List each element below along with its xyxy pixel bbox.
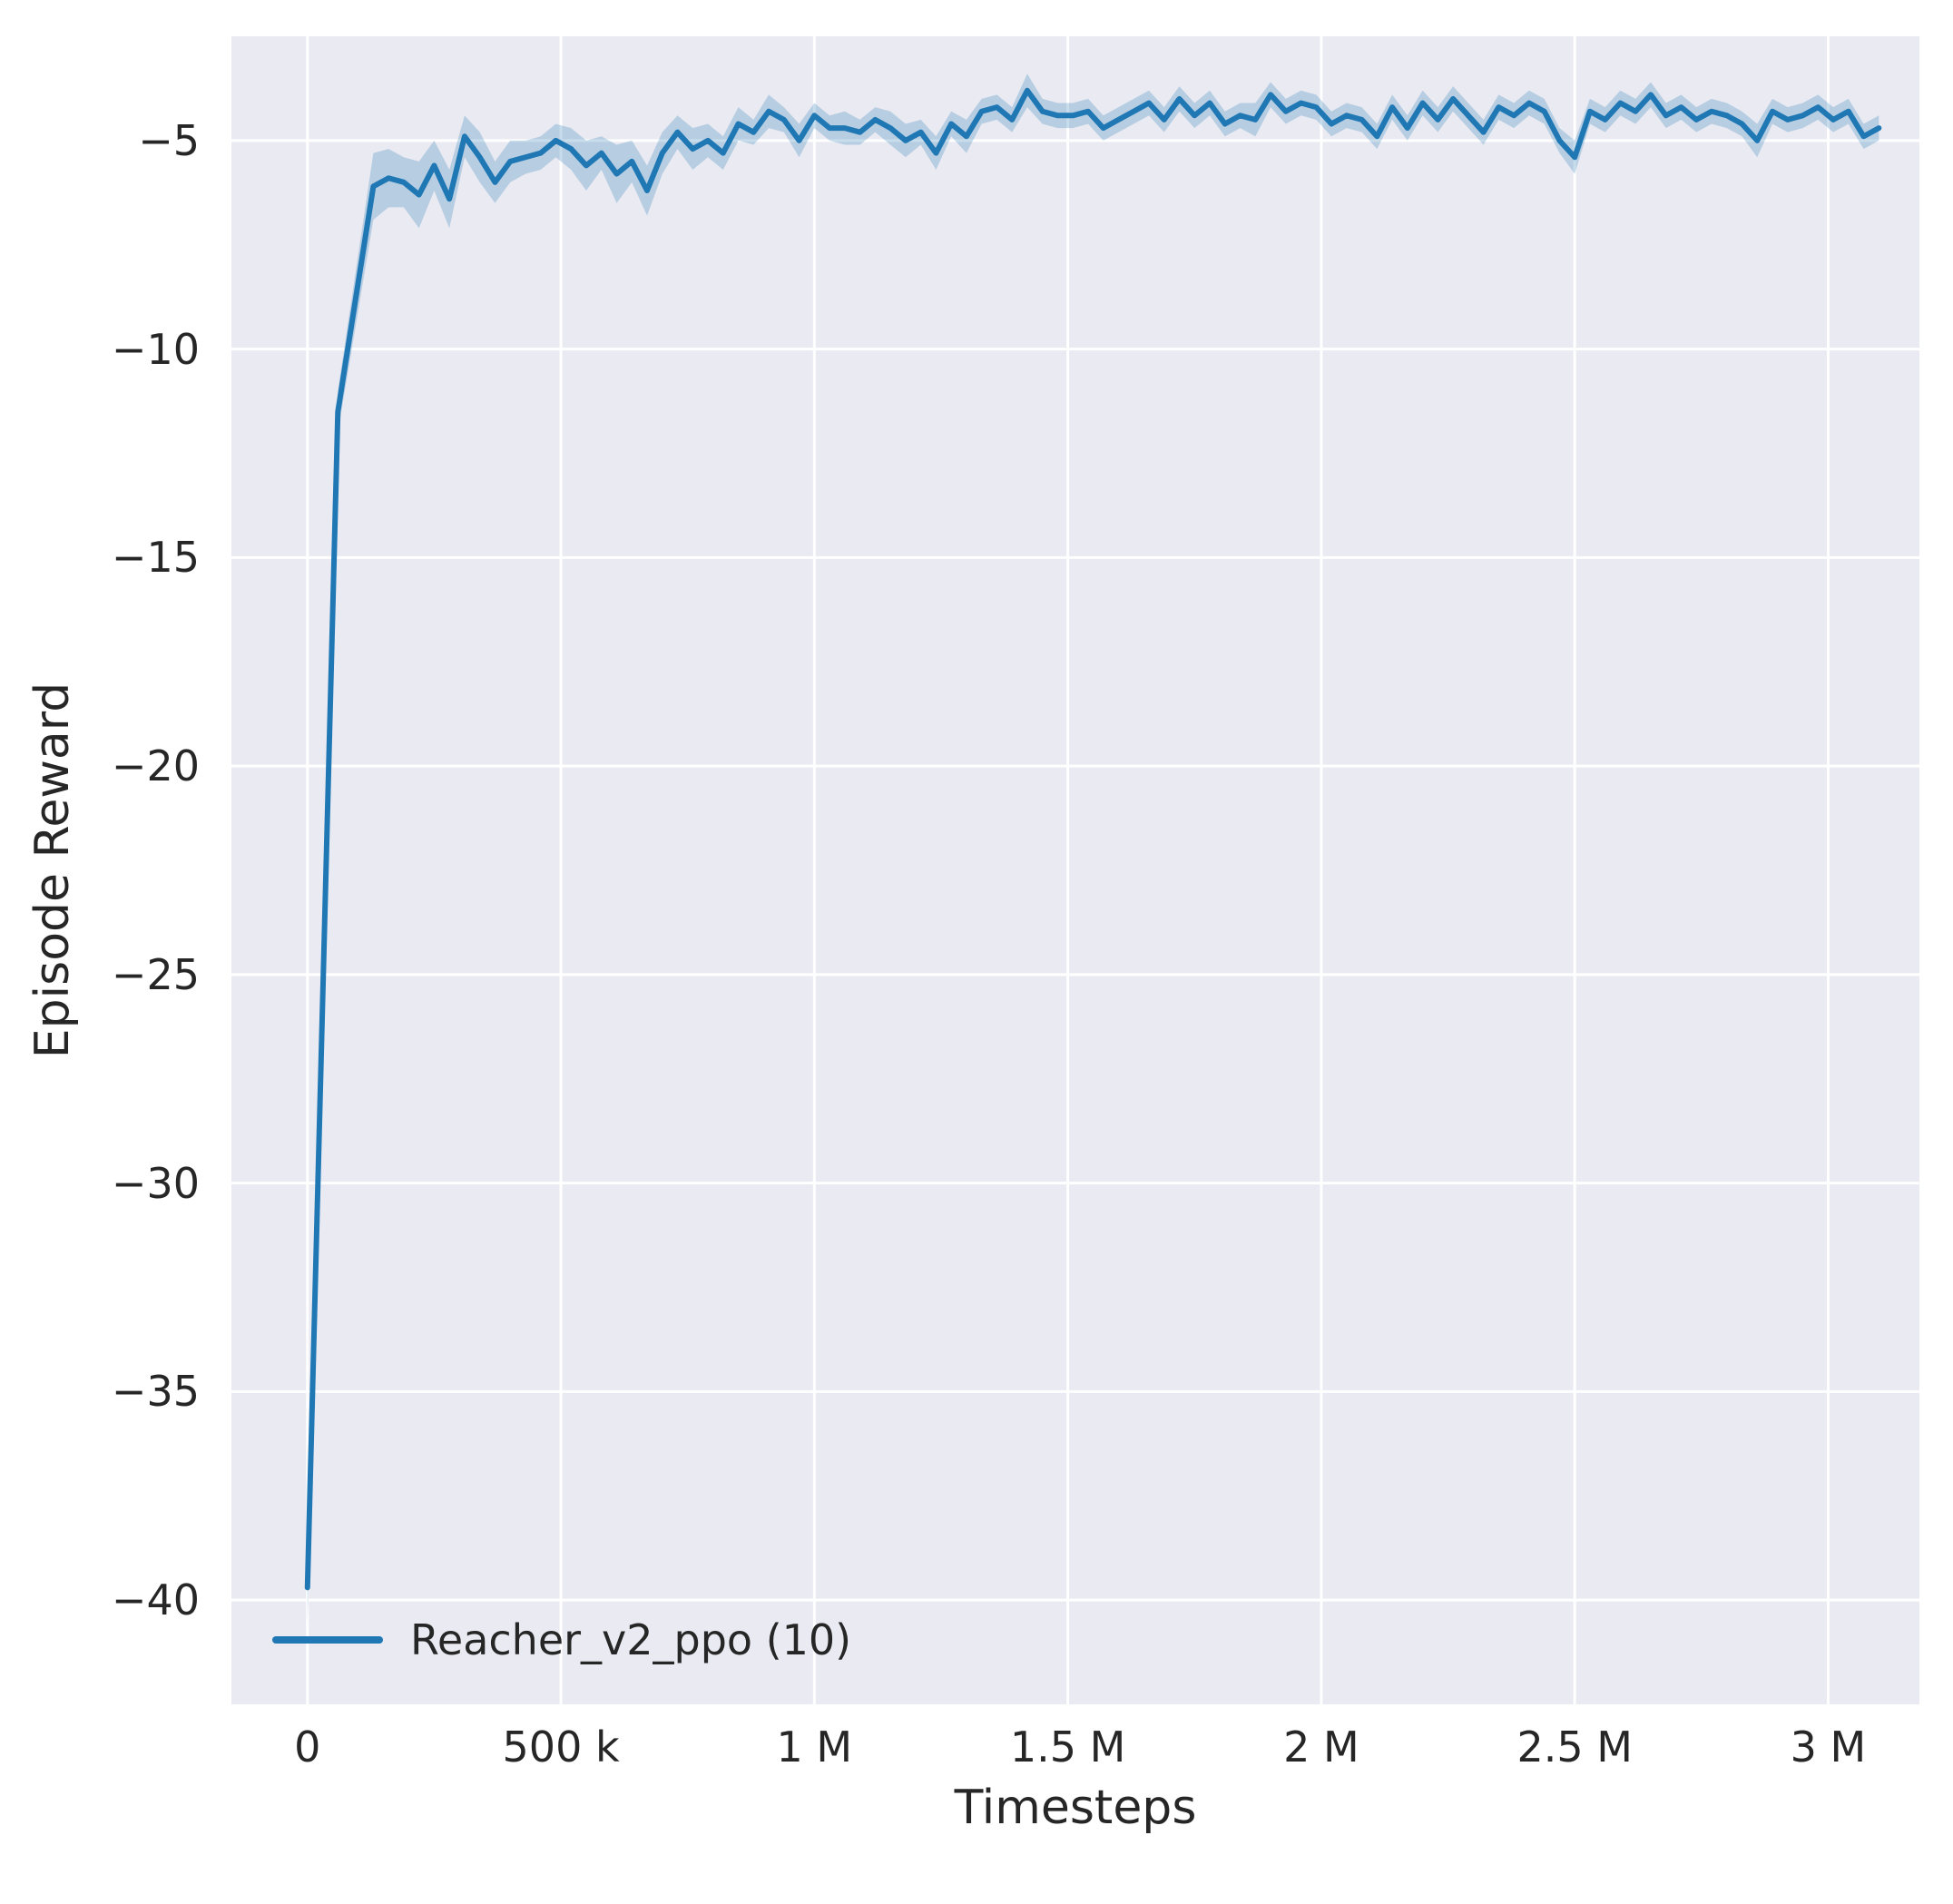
legend-label: Reacher_v2_ppo (10) xyxy=(410,1615,852,1664)
series-line xyxy=(304,87,1882,1591)
y-axis-label: Episode Reward xyxy=(25,682,80,1059)
y-tick-label: −10 xyxy=(111,324,200,374)
y-tick-label: −5 xyxy=(138,115,200,165)
legend-line-swatch xyxy=(272,1636,383,1644)
x-tick-label: 500 k xyxy=(502,1722,620,1772)
x-tick-label: 3 M xyxy=(1790,1722,1867,1772)
y-tick-label: −40 xyxy=(111,1575,200,1625)
plot-area: Reacher_v2_ppo (10) xyxy=(231,36,1919,1704)
y-tick-label: −20 xyxy=(111,741,200,791)
y-tick-label: −35 xyxy=(111,1367,200,1417)
legend: Reacher_v2_ppo (10) xyxy=(272,1619,851,1661)
y-tick-label: −15 xyxy=(111,533,200,583)
chart-canvas xyxy=(231,36,1919,1704)
x-tick-label: 0 xyxy=(294,1722,321,1772)
x-tick-label: 2.5 M xyxy=(1516,1722,1633,1772)
x-axis-label: Timesteps xyxy=(954,1781,1197,1835)
y-tick-label: −25 xyxy=(111,949,200,999)
x-tick-label: 2 M xyxy=(1283,1722,1359,1772)
x-tick-label: 1 M xyxy=(776,1722,853,1772)
y-tick-label: −30 xyxy=(111,1158,200,1208)
x-tick-label: 1.5 M xyxy=(1009,1722,1126,1772)
